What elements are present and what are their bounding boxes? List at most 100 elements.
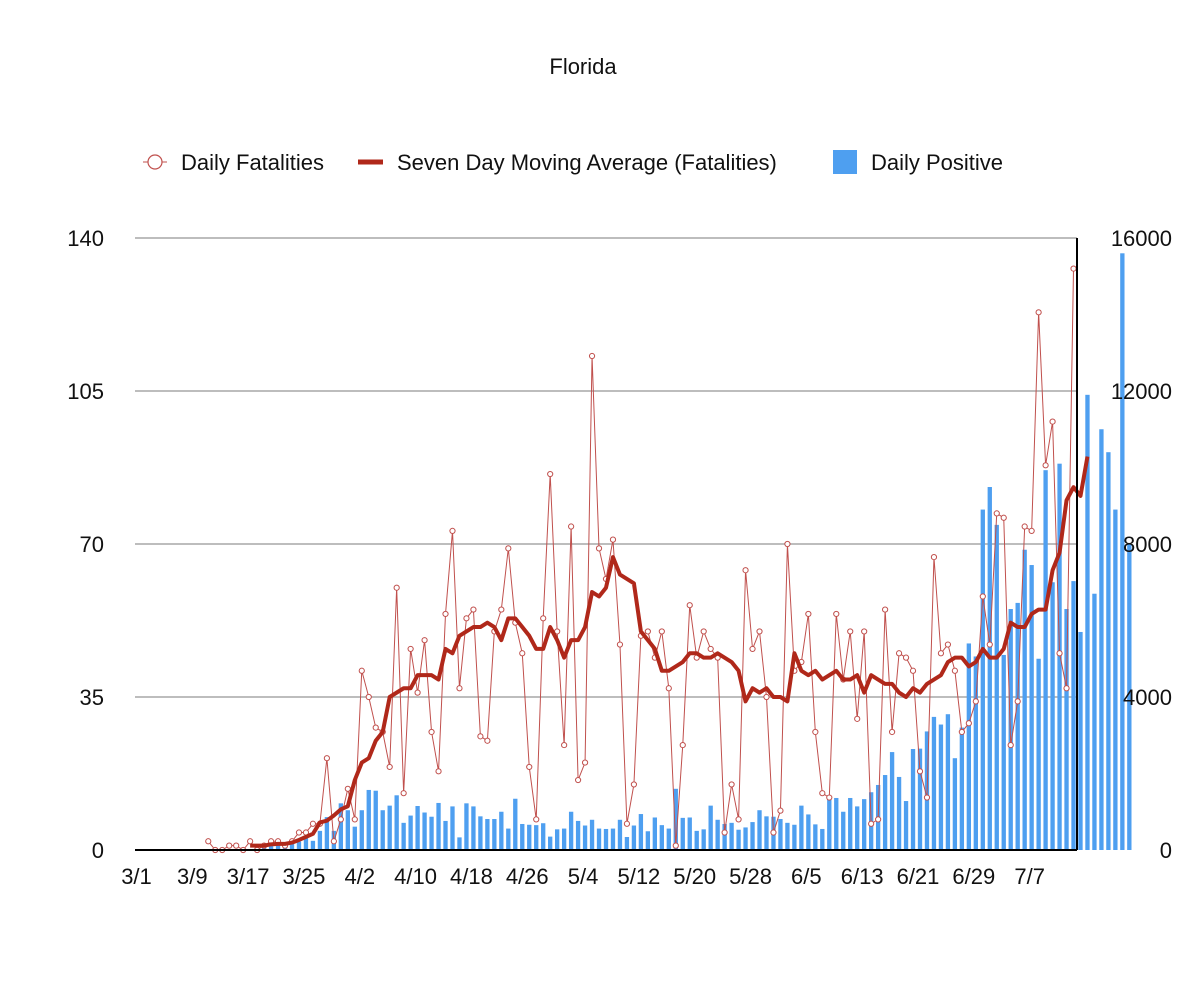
daily-positive-bar	[1092, 593, 1097, 850]
daily-positive-bar	[561, 828, 567, 850]
daily-fatalities-point	[923, 794, 931, 801]
daily-fatalities-point	[756, 628, 763, 635]
daily-fatalities-point	[351, 816, 358, 823]
daily-fatalities-point	[330, 838, 337, 845]
x-axis-tick-label: 5/20	[673, 864, 716, 889]
daily-positive-bar	[889, 752, 895, 850]
daily-positive-bar	[910, 749, 916, 850]
daily-positive-bar	[534, 825, 539, 850]
daily-positive-bar	[429, 816, 434, 850]
right-axis-ticks: 0 4000 8000 12000 16000	[1111, 226, 1172, 863]
daily-fatalities-point	[1000, 514, 1007, 521]
daily-positive-bar	[485, 819, 490, 850]
daily-fatalities-point	[993, 510, 1000, 517]
daily-fatalities-point	[547, 470, 554, 478]
daily-positive-bar	[659, 825, 664, 850]
daily-fatalities-point	[505, 545, 512, 552]
daily-fatalities-point	[672, 842, 679, 849]
daily-positive-bar	[722, 823, 727, 850]
daily-fatalities-point	[644, 628, 651, 635]
daily-positive-bar	[603, 828, 609, 850]
daily-fatalities-point	[937, 650, 945, 657]
daily-fatalities-point	[770, 829, 777, 836]
daily-positive-bar	[275, 845, 281, 850]
daily-positive-bar	[827, 797, 832, 850]
daily-positive-bar	[338, 803, 344, 850]
daily-fatalities-point	[226, 842, 233, 849]
daily-positive-bar	[408, 815, 413, 850]
daily-fatalities-point	[630, 781, 638, 788]
daily-fatalities-point	[1049, 418, 1056, 425]
daily-fatalities-point	[735, 816, 742, 823]
daily-fatalities-series	[205, 265, 1077, 854]
legend-daily-positive-swatch	[833, 150, 857, 174]
daily-fatalities-point	[1042, 462, 1049, 469]
daily-positive-bar	[1043, 470, 1048, 850]
daily-fatalities-point	[826, 794, 833, 801]
daily-positive-bar	[415, 806, 420, 850]
daily-positive-bar	[387, 805, 392, 850]
daily-positive-bar	[394, 795, 399, 850]
daily-positive-bar	[785, 822, 790, 850]
daily-positive-bar	[715, 819, 720, 850]
left-axis-tick-label: 35	[80, 685, 104, 710]
x-axis-tick-label: 3/1	[121, 864, 152, 889]
daily-fatalities-point	[665, 685, 672, 692]
daily-positive-bar	[743, 827, 748, 850]
x-axis-ticks: 3/1 3/9 3/17 3/25 4/2 4/10 4/18 4/26 5/4 5/12 5/20…	[121, 864, 1045, 889]
daily-fatalities-point	[875, 816, 882, 823]
daily-fatalities-point	[1021, 523, 1028, 530]
daily-positive-bar	[694, 830, 699, 850]
daily-positive-bar	[303, 837, 309, 850]
daily-fatalities-point	[986, 641, 993, 648]
right-axis-tick-label: 4000	[1123, 685, 1172, 710]
daily-fatalities-point	[400, 790, 407, 797]
legend-label-moving-average: Seven Day Moving Average (Fatalities)	[397, 150, 777, 175]
daily-fatalities-point	[882, 606, 889, 613]
daily-positive-bar	[1085, 394, 1090, 850]
daily-positive-bar	[554, 829, 560, 850]
daily-fatalities-point	[1014, 698, 1021, 705]
daily-fatalities-point	[958, 728, 965, 736]
daily-fatalities-point	[407, 645, 414, 653]
daily-fatalities-point	[561, 741, 568, 749]
chart-title: Florida	[549, 54, 617, 79]
daily-positive-bar	[987, 487, 992, 850]
daily-fatalities-point	[728, 781, 735, 788]
x-axis-tick-label: 4/26	[506, 864, 549, 889]
x-axis-tick-label: 4/10	[394, 864, 437, 889]
daily-fatalities-point	[414, 689, 421, 696]
daily-positive-bar	[401, 822, 406, 850]
daily-positive-bar	[959, 727, 965, 850]
daily-positive-bar	[1078, 631, 1083, 850]
daily-fatalities-point	[895, 650, 903, 657]
x-axis-tick-label: 4/2	[344, 864, 375, 889]
daily-fatalities-point	[477, 733, 484, 740]
daily-fatalities-point	[470, 606, 477, 613]
left-axis-ticks: 0 35 70 105 140	[67, 226, 104, 863]
daily-fatalities-point	[1007, 741, 1014, 749]
x-axis-tick-label: 6/21	[897, 864, 940, 889]
daily-positive-bar	[464, 803, 469, 850]
daily-positive-bar	[436, 802, 441, 850]
daily-positive-bar	[855, 806, 860, 850]
x-axis-tick-label: 7/7	[1014, 864, 1045, 889]
daily-fatalities-point	[519, 650, 526, 657]
daily-fatalities-point	[540, 615, 547, 622]
daily-positive-bar	[617, 819, 623, 850]
daily-positive-bar	[317, 830, 323, 850]
daily-fatalities-point	[421, 637, 428, 644]
daily-fatalities-point	[428, 728, 435, 736]
daily-positive-bar	[1001, 654, 1006, 850]
daily-positive-bar	[931, 716, 937, 850]
daily-fatalities-point	[358, 667, 365, 674]
daily-fatalities-point	[435, 768, 442, 775]
daily-positive-bar	[966, 643, 972, 850]
daily-fatalities-point	[533, 816, 540, 823]
daily-positive-bar	[296, 841, 302, 850]
daily-positive-bar	[380, 810, 385, 850]
daily-fatalities-point	[658, 628, 665, 635]
daily-fatalities-point	[972, 698, 979, 705]
